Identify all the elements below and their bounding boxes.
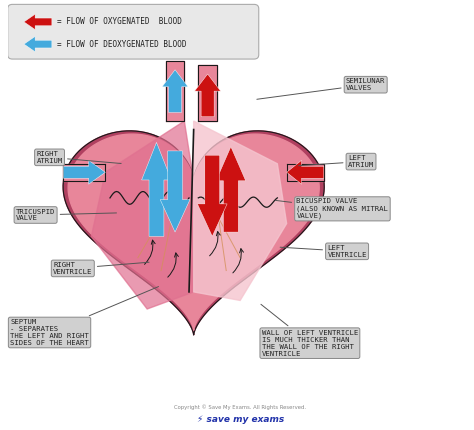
Polygon shape — [142, 142, 171, 237]
Polygon shape — [194, 121, 287, 301]
Text: TRICUSPID
VALVE: TRICUSPID VALVE — [16, 209, 117, 221]
Polygon shape — [24, 37, 52, 52]
Polygon shape — [195, 74, 220, 117]
Polygon shape — [216, 147, 246, 232]
Text: ⚡ save my exams: ⚡ save my exams — [197, 415, 284, 424]
Polygon shape — [160, 151, 190, 232]
Polygon shape — [64, 160, 105, 184]
Text: LEFT
ATRIUM: LEFT ATRIUM — [299, 155, 374, 168]
Polygon shape — [162, 70, 188, 113]
Polygon shape — [198, 65, 217, 121]
Polygon shape — [63, 131, 324, 335]
Polygon shape — [287, 164, 324, 181]
Text: Copyright © Save My Exams. All Rights Reserved.: Copyright © Save My Exams. All Rights Re… — [174, 405, 306, 410]
Text: RIGHT
VENTRICLE: RIGHT VENTRICLE — [53, 262, 149, 275]
Text: LEFT
VENTRICLE: LEFT VENTRICLE — [280, 245, 367, 258]
Text: SEPTUM
- SEPARATES
THE LEFT AND RIGHT
SIDES OF THE HEART: SEPTUM - SEPARATES THE LEFT AND RIGHT SI… — [10, 286, 159, 346]
Polygon shape — [91, 121, 194, 309]
Text: RIGHT
ATRIUM: RIGHT ATRIUM — [36, 151, 121, 164]
FancyBboxPatch shape — [8, 4, 259, 59]
Polygon shape — [197, 155, 227, 236]
Text: BICUSPID VALVE
(ALSO KNOWN AS MITRAL
VALVE): BICUSPID VALVE (ALSO KNOWN AS MITRAL VAL… — [275, 198, 388, 219]
Polygon shape — [166, 61, 184, 121]
Text: = FLOW OF OXYGENATED  BLOOD: = FLOW OF OXYGENATED BLOOD — [56, 17, 182, 26]
Text: = FLOW OF DEOXYGENATED BLOOD: = FLOW OF DEOXYGENATED BLOOD — [56, 40, 186, 49]
Text: SEMILUNAR
VALVES: SEMILUNAR VALVES — [257, 78, 385, 99]
Text: WALL OF LEFT VENTRICLE
IS MUCH THICKER THAN
THE WALL OF THE RIGHT
VENTRICLE: WALL OF LEFT VENTRICLE IS MUCH THICKER T… — [261, 304, 358, 356]
Polygon shape — [68, 134, 319, 330]
Polygon shape — [24, 14, 52, 30]
Polygon shape — [287, 160, 324, 184]
Polygon shape — [64, 164, 105, 181]
